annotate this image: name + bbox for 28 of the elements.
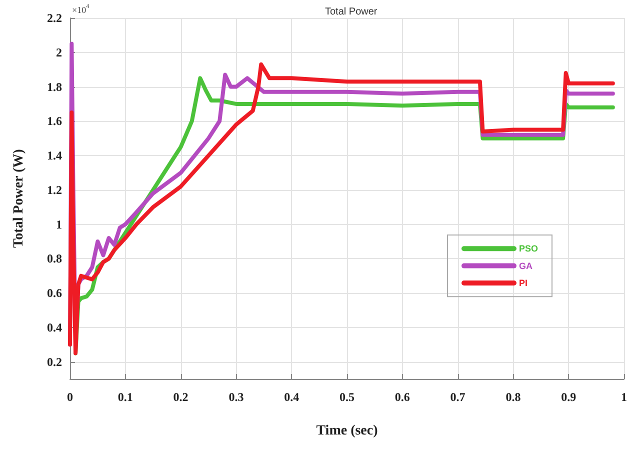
text: PI (518, 278, 528, 288)
x-tick-label: 0.2 (173, 390, 188, 404)
text: PSO (518, 244, 538, 254)
x-tick-label: 0.6 (394, 390, 410, 404)
y-tick-label: 2 (56, 45, 62, 60)
x-tick-label: 0.7 (450, 390, 466, 404)
x-tick-label: 0 (67, 390, 73, 404)
text: GA (518, 260, 533, 271)
x-tick-label: 0.9 (561, 390, 576, 404)
y-tick-label: 0.4 (47, 320, 62, 334)
y-tick-label: 1.6 (47, 114, 62, 128)
y-tick-label: 1.8 (47, 80, 62, 94)
x-tick-label: 0.8 (506, 390, 521, 404)
x-tick-label: 1 (621, 390, 627, 404)
x-tick-label: 0.3 (228, 390, 244, 404)
y-axis-title: Total Power (W) (12, 148, 26, 248)
y-tick-label: 0.2 (47, 354, 62, 369)
x-tick-label: 0.1 (118, 390, 133, 404)
y-tick-label: 0.6 (47, 286, 62, 300)
y-tick-label: 1 (56, 217, 62, 232)
y-tick-label: 1.4 (47, 148, 62, 163)
x-tick-label: 0.4 (284, 390, 300, 404)
y-tick-label: 1.2 (47, 182, 62, 197)
y-tick-label: 0.8 (47, 252, 62, 266)
chart-title: Total Power (325, 6, 378, 18)
x-axis-title: Time (sec) (316, 424, 378, 438)
x-tick-label: 0.5 (340, 390, 354, 404)
y-tick-label: 2.2 (47, 11, 62, 25)
